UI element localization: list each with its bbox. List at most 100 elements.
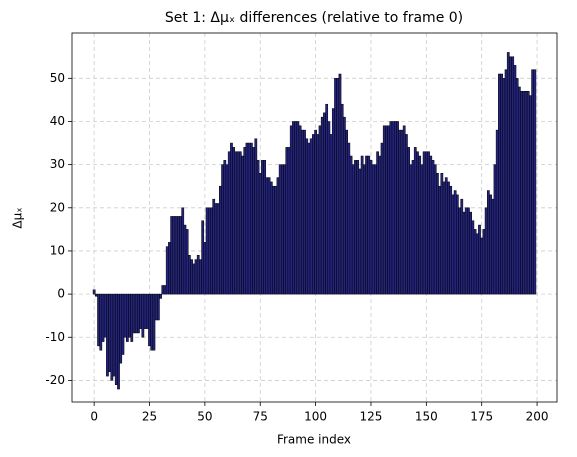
bar [351,164,355,295]
bar [453,190,457,295]
bar [343,116,346,295]
bar [517,86,521,295]
bar [420,164,424,295]
bar [174,216,178,295]
y-tick-label: 40 [50,114,65,128]
bar [334,78,337,295]
bar [365,155,368,295]
bar [489,194,492,295]
bar [424,151,428,295]
bar [152,293,156,351]
bar [128,293,131,338]
bar [398,129,402,295]
bar [205,207,209,295]
bar [141,293,145,338]
bar [267,177,271,295]
bar [327,121,331,295]
bar [300,129,304,295]
bar [188,255,191,295]
bar [460,198,464,295]
bar [238,151,242,295]
bar [360,155,364,295]
bar [318,125,322,295]
bar [176,216,180,295]
bar [143,293,147,329]
bar [296,121,300,295]
bar [409,164,413,295]
bar [391,121,395,295]
bar [210,207,213,295]
bar [513,65,517,295]
bar [181,207,185,295]
bar [134,293,138,334]
bar [442,181,446,295]
bar [393,121,397,295]
y-tick-label: 20 [50,200,65,214]
bar [325,103,329,295]
bar [416,151,419,295]
x-tick-label: 25 [142,410,157,424]
bar [132,293,136,334]
y-tick-label: 50 [50,71,65,85]
bar [345,129,348,295]
bar [241,155,244,295]
bar [455,194,459,295]
x-tick-label: 100 [304,410,327,424]
bar [117,293,120,390]
bar [285,147,289,295]
bar [170,216,174,295]
bar [371,164,375,295]
bar [250,142,253,295]
bar [274,185,278,295]
bar [374,164,377,295]
bar [320,116,324,295]
bar [458,207,461,295]
bar [216,203,220,295]
bar [316,134,320,295]
bar [520,91,523,295]
bar [201,220,205,295]
bar [347,142,351,295]
bar [157,293,160,321]
bar [92,289,96,295]
bar [509,56,512,295]
bar [281,164,284,295]
bar [145,293,149,329]
bar [529,95,532,295]
bar [214,203,218,295]
bar [265,177,269,295]
bar [163,285,167,295]
bar [95,293,98,297]
bar [431,160,435,295]
bar [305,138,309,295]
bar [112,293,116,377]
bar [462,211,466,295]
bar [378,155,382,295]
bar [221,164,224,295]
bar [159,293,162,299]
bar [338,73,342,295]
bar [451,194,455,295]
x-tick-label: 0 [90,410,98,424]
bar [329,134,333,295]
bar [137,293,140,334]
bar [232,147,236,295]
bar [298,125,302,295]
bar [340,103,344,295]
bar [227,151,231,295]
bar [192,263,196,295]
bar [292,121,295,295]
bar [114,293,118,385]
bar [287,147,291,295]
bar [405,134,408,295]
bar [498,73,501,295]
bar [471,220,475,295]
bar [289,125,293,295]
bar [411,160,415,295]
bar [323,112,326,295]
bar [533,69,537,295]
bar [276,177,280,295]
bar [165,246,169,295]
bar [387,125,391,295]
bar [263,160,267,295]
